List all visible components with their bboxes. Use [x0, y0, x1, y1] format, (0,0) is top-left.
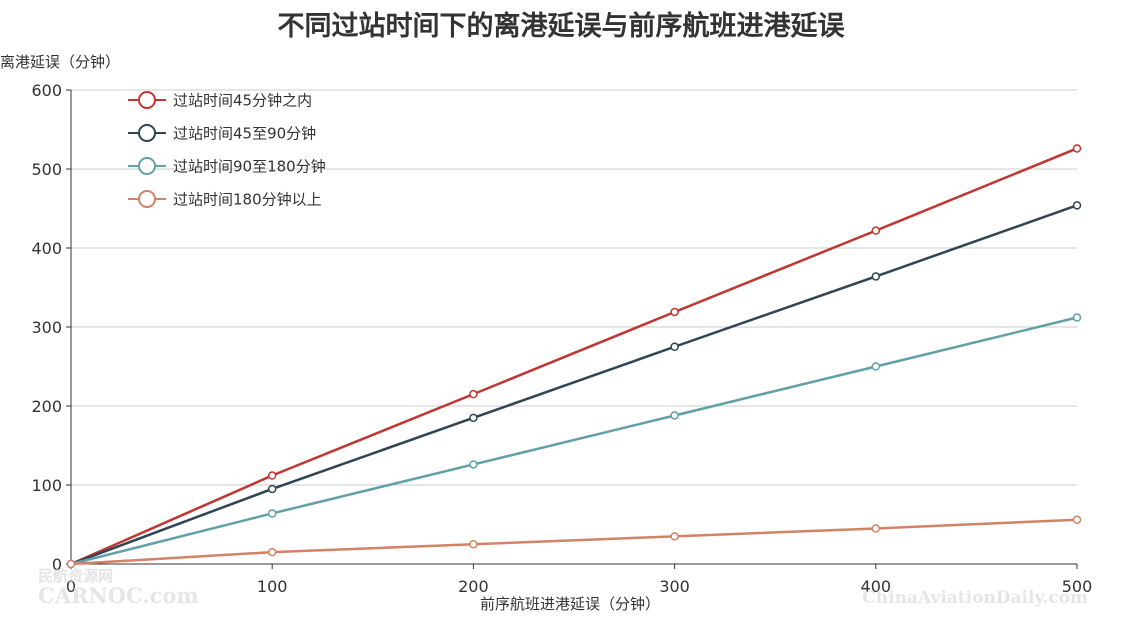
grid-lines [71, 89, 1077, 486]
data-point[interactable] [670, 411, 679, 420]
data-point[interactable] [1072, 144, 1082, 153]
data-point[interactable] [670, 532, 679, 541]
data-point[interactable] [267, 509, 277, 518]
legend-marker-icon [138, 91, 156, 109]
data-point[interactable] [66, 559, 76, 569]
legend-item-2[interactable]: 过站时间45至90分钟 [128, 124, 316, 143]
series-line [70, 316, 1078, 566]
series-line [70, 147, 1078, 566]
chart-title: 不同过站时间下的离港延误与前序航班进港延误 [278, 10, 846, 42]
x-tick-label: 200 [458, 577, 489, 596]
legend-marker-icon [138, 190, 156, 208]
x-tick-label: 500 [1062, 577, 1093, 596]
y-tick-label: 100 [31, 476, 62, 495]
y-tick-label: 500 [31, 160, 62, 179]
y-tick-label: 600 [31, 81, 62, 100]
x-tick-label: 0 [66, 577, 76, 596]
y-tick-label: 400 [31, 239, 62, 258]
data-point[interactable] [871, 272, 881, 281]
y-tick-label: 0 [52, 555, 62, 574]
series-line [70, 518, 1078, 566]
legend-label: 过站时间180分钟以上 [173, 191, 322, 209]
legend-marker-icon [138, 124, 156, 142]
watermark-left-cn: 民航资源网 [38, 567, 113, 585]
series-3 [66, 313, 1082, 569]
legend-item-3[interactable]: 过站时间90至180分钟 [128, 157, 326, 176]
data-point[interactable] [267, 471, 277, 480]
axes: 0 100 200 300 400 500 600 0 100 200 300 400 500 [31, 81, 1092, 596]
data-point[interactable] [267, 484, 277, 494]
watermark: 民航资源网 CARNOC.com ChinaAviationDaily.com [38, 567, 1088, 608]
watermark-left-en: CARNOC.com [38, 583, 199, 608]
series-layer [66, 144, 1082, 569]
data-point[interactable] [871, 362, 881, 371]
legend-label: 过站时间45至90分钟 [173, 125, 316, 143]
x-tick-label: 400 [861, 577, 892, 596]
series-line [70, 204, 1078, 566]
data-point[interactable] [469, 389, 478, 399]
data-point[interactable] [871, 524, 881, 533]
x-tick-label: 300 [659, 577, 690, 596]
data-point[interactable] [670, 342, 679, 351]
data-point[interactable] [469, 540, 478, 549]
data-point[interactable] [469, 460, 478, 469]
legend-marker-icon [138, 157, 156, 175]
data-point[interactable] [670, 307, 679, 317]
series-2 [66, 201, 1082, 569]
data-point[interactable] [1072, 515, 1082, 525]
x-tick-label: 100 [257, 577, 288, 596]
watermark-right-en: ChinaAviationDaily.com [862, 588, 1088, 608]
x-axis-title: 前序航班进港延误（分钟） [480, 595, 660, 613]
data-point[interactable] [267, 547, 277, 557]
legend-label: 过站时间45分钟之内 [173, 92, 312, 110]
data-point[interactable] [871, 226, 881, 235]
data-point[interactable] [1072, 313, 1082, 322]
y-tick-label: 200 [31, 397, 62, 416]
data-point[interactable] [1072, 201, 1082, 210]
legend-item-4[interactable]: 过站时间180分钟以上 [128, 190, 322, 209]
legend-label: 过站时间90至180分钟 [173, 158, 326, 176]
y-tick-label: 300 [31, 318, 62, 337]
y-axis-title: 离港延误（分钟） [0, 53, 120, 71]
data-point[interactable] [469, 413, 478, 423]
legend-item-1[interactable]: 过站时间45分钟之内 [128, 91, 312, 110]
series-4 [66, 515, 1082, 569]
legend[interactable]: 过站时间45分钟之内过站时间45至90分钟过站时间90至180分钟过站时间180… [128, 91, 326, 209]
